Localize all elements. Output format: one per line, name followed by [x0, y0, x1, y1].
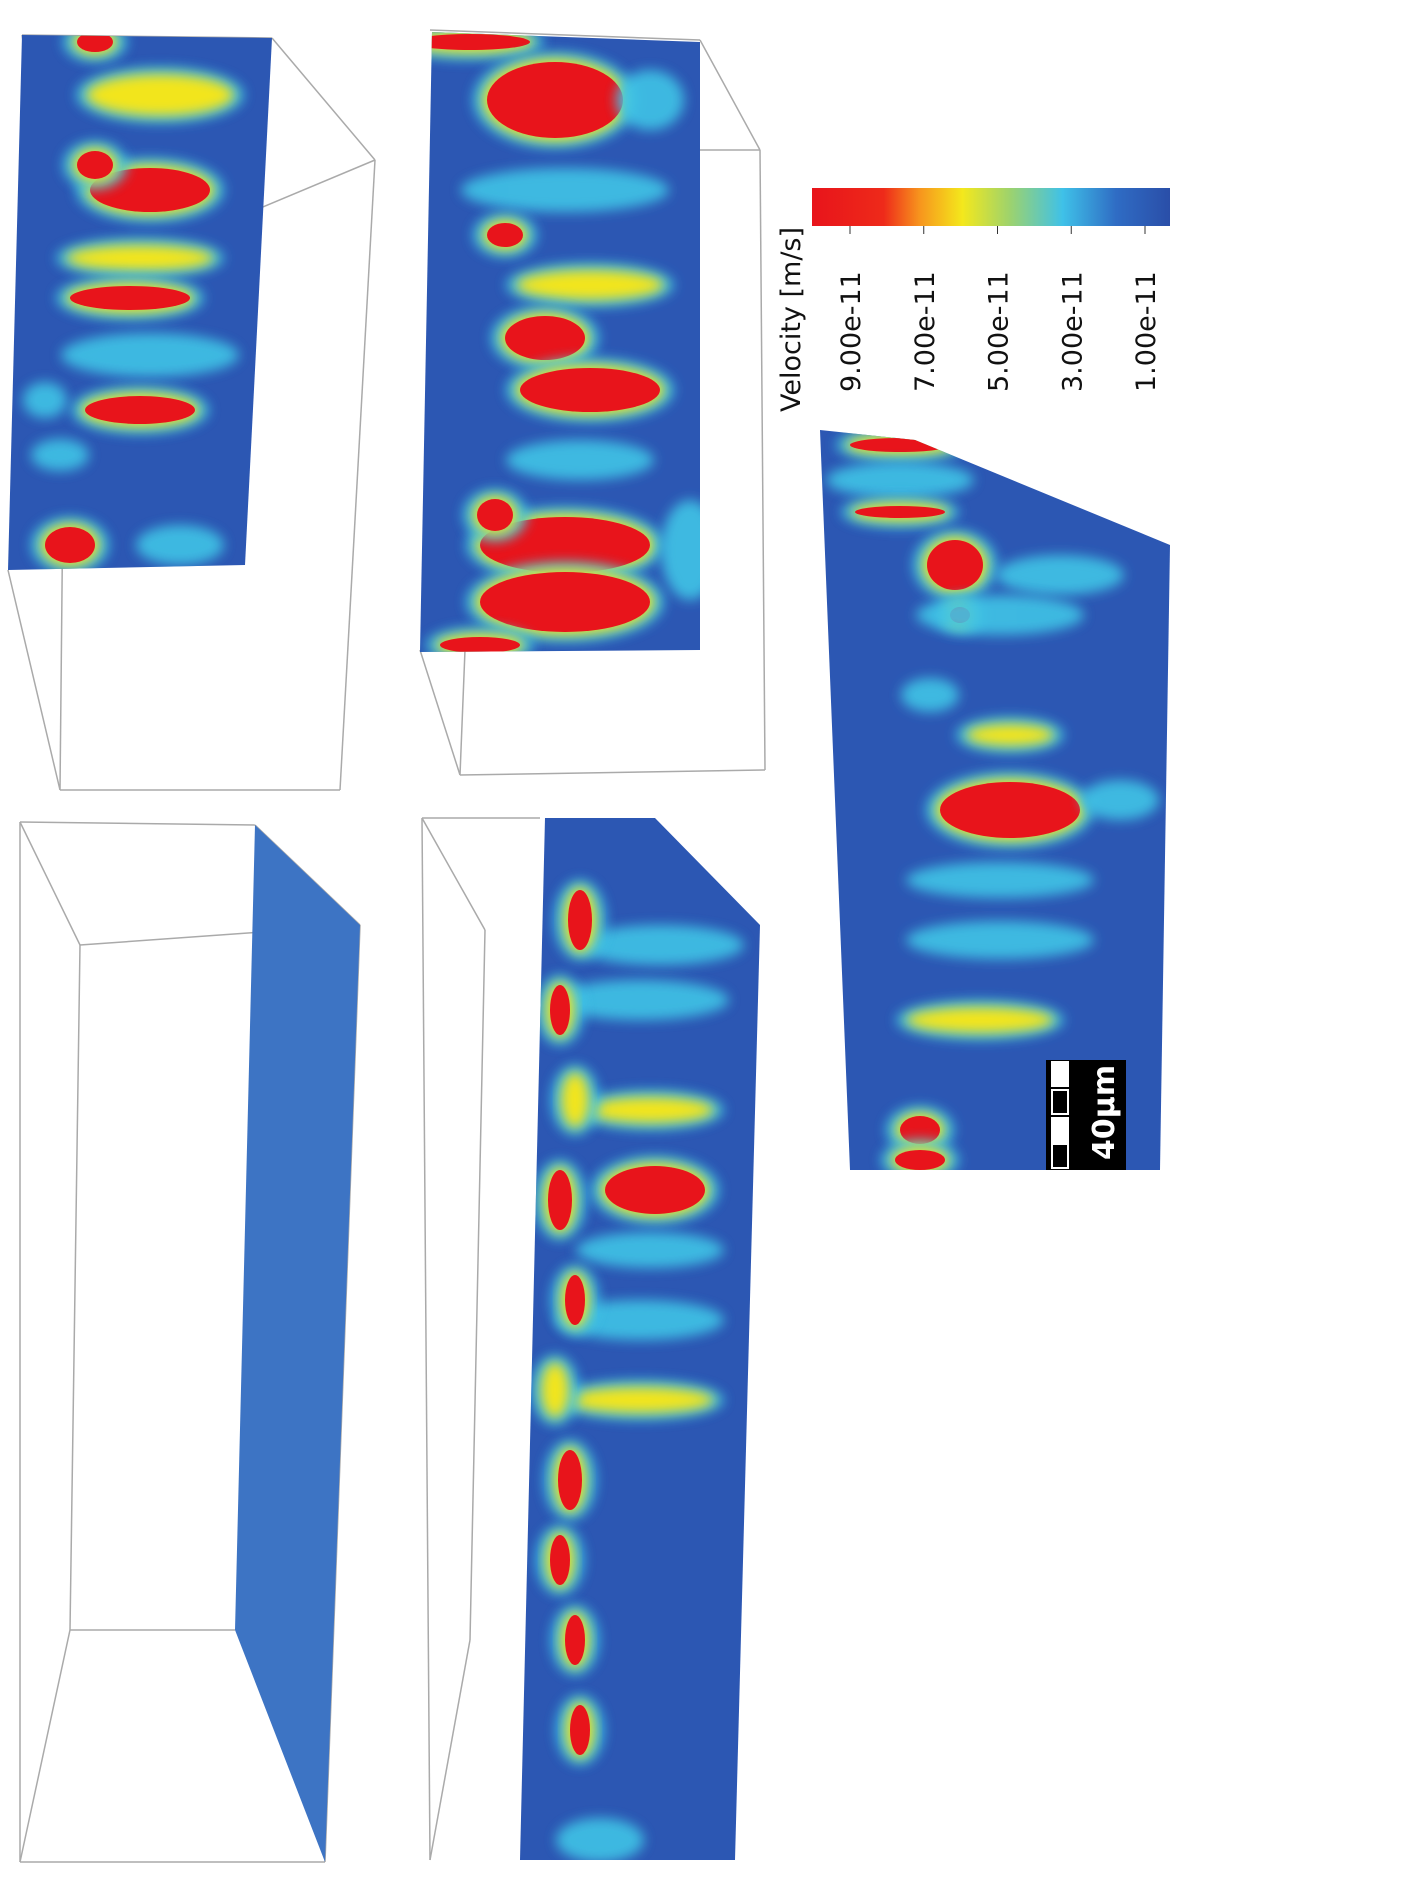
flow-halo	[136, 525, 224, 565]
scale-bar-segment	[1052, 1090, 1068, 1114]
box-edge	[8, 570, 60, 790]
colorbar	[812, 188, 1170, 226]
flow-core	[77, 151, 113, 179]
flow-core	[927, 540, 983, 590]
box-edge	[340, 160, 375, 790]
flow-halo	[1081, 780, 1159, 820]
box-edge	[70, 945, 80, 1630]
flow-halo	[576, 1232, 724, 1268]
box-edge	[470, 930, 485, 1640]
flow-core	[855, 506, 945, 518]
flow-core	[568, 890, 592, 950]
flow-mid	[586, 1097, 714, 1123]
flow-core	[440, 637, 520, 653]
colorbar-tick-label: 9.00e-11	[836, 271, 867, 392]
flow-core	[570, 1705, 590, 1755]
colorbar-title: Velocity [m/s]	[776, 227, 807, 412]
flow-core	[487, 223, 523, 247]
flow-halo	[31, 439, 89, 471]
flow-mid	[561, 1072, 589, 1128]
box-edge	[422, 818, 485, 930]
flow-mid	[906, 1007, 1054, 1033]
flow-core	[45, 527, 95, 563]
flow-halo	[661, 500, 719, 600]
flow-halo	[916, 595, 1084, 635]
flow-core	[900, 1116, 940, 1144]
scale-bar-label: 40μm	[1087, 1065, 1122, 1160]
flow-core	[550, 1535, 570, 1585]
flow-halo	[901, 678, 959, 712]
flow-core	[520, 368, 660, 412]
plane-slice	[235, 825, 360, 1862]
flow-core	[505, 316, 585, 360]
flow-halo	[461, 168, 669, 212]
flow-mid	[516, 270, 664, 300]
flow-core	[605, 1166, 705, 1214]
colorbar-tick-label: 7.00e-11	[910, 271, 941, 392]
flow-mid	[66, 245, 214, 271]
box-edge	[420, 650, 460, 775]
flow-mid	[966, 724, 1054, 746]
flow-core	[850, 438, 950, 452]
figure: Velocity [m/s] 9.00e-11 7.00e-11 5.00e-11 3.…	[0, 0, 1405, 1881]
box-edge	[422, 818, 430, 1860]
flow-core	[477, 499, 513, 531]
flow-mid	[566, 1387, 714, 1413]
scale-bar-segment	[1052, 1144, 1068, 1168]
colorbar-tick-label: 5.00e-11	[984, 271, 1015, 392]
flow-halo	[556, 1818, 644, 1862]
flow-core	[895, 1150, 945, 1170]
box-edge	[20, 1630, 70, 1862]
flow-core	[85, 396, 195, 424]
scale-bar-segment	[1052, 1118, 1068, 1142]
flow-halo	[23, 382, 67, 418]
colorbar-tick-label: 3.00e-11	[1057, 271, 1088, 392]
flow-mid	[541, 1362, 569, 1418]
flow-halo	[906, 921, 1094, 959]
flow-halo	[616, 70, 684, 130]
flow-core	[70, 286, 190, 310]
flow-halo	[61, 333, 239, 377]
flow-core	[410, 34, 530, 50]
flow-core	[940, 782, 1080, 838]
flow-core	[548, 1170, 572, 1230]
flow-core	[565, 1275, 585, 1325]
flow-mid	[86, 74, 234, 116]
page: Velocity [m/s] 9.00e-11 7.00e-11 5.00e-11 3.…	[0, 0, 1405, 1881]
box-edge	[20, 822, 80, 945]
flow-halo	[506, 440, 654, 480]
box-edge	[20, 822, 255, 825]
flow-core	[550, 985, 570, 1035]
box-edge	[460, 770, 765, 775]
flow-halo	[826, 462, 974, 498]
flow-halo	[906, 862, 1094, 898]
flow-core	[565, 1615, 585, 1665]
box-edge	[700, 40, 760, 150]
scale-bar-segment	[1052, 1062, 1068, 1086]
colorbar-tick-label: 1.00e-11	[1131, 271, 1162, 392]
box-edge	[760, 150, 765, 770]
flow-core	[558, 1450, 582, 1510]
flow-core	[480, 572, 650, 632]
flow-core	[487, 62, 623, 138]
box-edge	[430, 1640, 470, 1860]
flow-halo	[996, 555, 1124, 595]
box-edge	[272, 38, 375, 160]
